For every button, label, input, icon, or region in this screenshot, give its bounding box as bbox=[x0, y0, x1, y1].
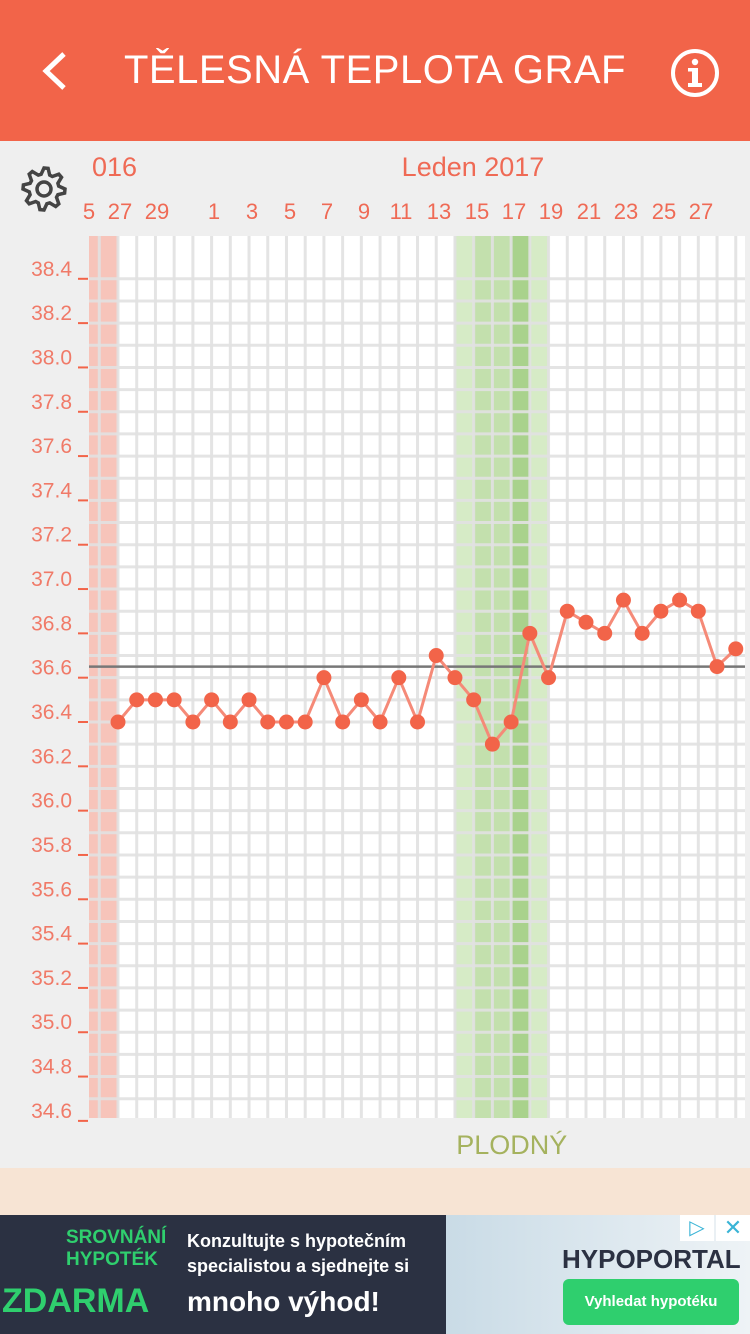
ad-line2: HYPOTÉK bbox=[66, 1249, 158, 1270]
temperature-point bbox=[297, 714, 313, 730]
temperature-point bbox=[428, 648, 444, 664]
y-tick-label: 37.8 bbox=[31, 391, 72, 414]
temperature-chart: 38.4 38.2 38.0 37.8 37.6 37.4 37.2 37.0 36.8 36.6… bbox=[31, 152, 745, 1160]
temperature-point bbox=[615, 592, 631, 608]
close-icon[interactable]: ✕ bbox=[716, 1215, 750, 1241]
day-label: 13 bbox=[427, 199, 451, 224]
y-tick-label: 36.0 bbox=[31, 790, 72, 813]
temperature-point bbox=[166, 692, 182, 708]
temperature-point bbox=[541, 670, 557, 686]
temperature-point bbox=[484, 736, 500, 752]
month-label: Leden 2017 bbox=[402, 152, 545, 182]
y-tick-label: 35.6 bbox=[31, 878, 72, 901]
adchoices-icon[interactable]: ▷ bbox=[680, 1215, 714, 1241]
temperature-point bbox=[672, 592, 688, 608]
temperature-point bbox=[204, 692, 220, 708]
ad-text2: specialistou a sjednejte si bbox=[187, 1256, 410, 1276]
footer-spacer bbox=[0, 1168, 750, 1215]
temperature-point bbox=[335, 714, 351, 730]
y-tick-label: 34.8 bbox=[31, 1056, 72, 1079]
temperature-point bbox=[353, 692, 369, 708]
page-title: TĚLESNÁ TEPLOTA GRAF bbox=[124, 48, 626, 92]
day-label: 29 bbox=[145, 199, 169, 224]
temperature-point bbox=[147, 692, 163, 708]
day-label: 17 bbox=[502, 199, 526, 224]
y-tick-label: 38.0 bbox=[31, 346, 72, 369]
fertile-label: PLODNÝ bbox=[456, 1130, 567, 1160]
day-label: 5 bbox=[83, 199, 95, 224]
day-label: 15 bbox=[465, 199, 489, 224]
day-label: 3 bbox=[246, 199, 258, 224]
ad-brand: HYPOPORTAL bbox=[562, 1244, 741, 1274]
day-label: 27 bbox=[689, 199, 713, 224]
temperature-point bbox=[447, 670, 463, 686]
day-label: 1 bbox=[208, 199, 220, 224]
y-tick-label: 37.0 bbox=[31, 568, 72, 591]
y-tick-label: 37.2 bbox=[31, 524, 72, 547]
day-label: 21 bbox=[577, 199, 601, 224]
temperature-point bbox=[503, 714, 519, 730]
y-tick-label: 35.0 bbox=[31, 1011, 72, 1034]
y-tick-label: 35.2 bbox=[31, 967, 72, 990]
temperature-point bbox=[260, 714, 276, 730]
day-label: 11 bbox=[390, 199, 413, 224]
day-label: 27 bbox=[108, 199, 132, 224]
y-tick-label: 36.6 bbox=[31, 657, 72, 680]
temperature-point bbox=[410, 714, 426, 730]
gear-icon[interactable] bbox=[19, 164, 69, 214]
ad-cta-button[interactable]: Vyhledat hypotéku bbox=[563, 1279, 739, 1325]
temperature-point bbox=[316, 670, 332, 686]
temperature-point bbox=[709, 659, 725, 675]
temperature-point bbox=[241, 692, 257, 708]
y-tick-label: 36.2 bbox=[31, 745, 72, 768]
ad-banner[interactable]: SROVNÁNÍ HYPOTÉK ZDARMA Konzultujte s hyp… bbox=[0, 1215, 750, 1334]
day-label: 19 bbox=[539, 199, 563, 224]
temperature-point bbox=[372, 714, 388, 730]
day-label: 5 bbox=[284, 199, 296, 224]
app-header: TĚLESNÁ TEPLOTA GRAF bbox=[0, 0, 750, 141]
temperature-point bbox=[391, 670, 407, 686]
temperature-point bbox=[466, 692, 482, 708]
day-label: 25 bbox=[652, 199, 676, 224]
temperature-point bbox=[222, 714, 238, 730]
temperature-point bbox=[129, 692, 145, 708]
temperature-point bbox=[597, 625, 613, 641]
y-tick-label: 35.4 bbox=[31, 923, 72, 946]
y-tick-label: 36.8 bbox=[31, 612, 72, 635]
y-tick-label: 37.4 bbox=[31, 479, 72, 502]
temperature-point bbox=[690, 603, 706, 619]
temperature-point bbox=[653, 603, 669, 619]
chevron-left-icon[interactable] bbox=[36, 48, 76, 94]
ad-big-text: ZDARMA bbox=[2, 1282, 150, 1320]
temperature-point bbox=[634, 625, 650, 641]
ad-line1: SROVNÁNÍ bbox=[66, 1227, 167, 1248]
day-label: 9 bbox=[358, 199, 370, 224]
day-label: 23 bbox=[614, 199, 638, 224]
y-tick-label: 38.2 bbox=[31, 302, 72, 325]
temperature-point bbox=[559, 603, 575, 619]
temperature-point bbox=[278, 714, 294, 730]
month-label: 016 bbox=[92, 152, 137, 182]
ad-text1: Konzultujte s hypotečním bbox=[187, 1231, 407, 1251]
temperature-point bbox=[185, 714, 201, 730]
info-circle-icon[interactable] bbox=[670, 48, 720, 98]
y-tick-label: 34.6 bbox=[31, 1100, 72, 1123]
temperature-point bbox=[578, 614, 594, 630]
temperature-point bbox=[110, 714, 126, 730]
y-tick-label: 37.6 bbox=[31, 435, 72, 458]
temperature-point bbox=[728, 641, 744, 657]
y-tick-label: 38.4 bbox=[31, 258, 72, 281]
y-tick-label: 36.4 bbox=[31, 701, 72, 724]
temperature-line bbox=[116, 597, 737, 747]
y-tick-label: 35.8 bbox=[31, 834, 72, 857]
temperature-point bbox=[522, 625, 538, 641]
ad-text3: mnoho výhod! bbox=[187, 1286, 380, 1317]
day-label: 7 bbox=[321, 199, 333, 224]
